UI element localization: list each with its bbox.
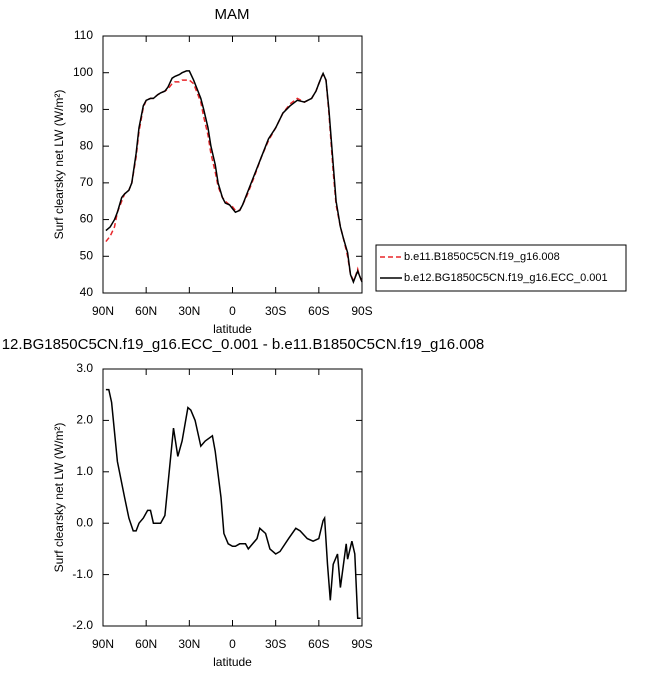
x-tick-label: 90N — [92, 304, 114, 318]
x-tick-label: 90S — [351, 637, 372, 651]
legend-label: b.e12.BG1850C5CN.f19_g16.ECC_0.001 — [404, 272, 608, 284]
x-axis-label: latitude — [213, 655, 252, 669]
y-tick-label: 2.0 — [76, 413, 93, 427]
series-line — [105, 388, 361, 620]
y-tick-label: -2.0 — [72, 618, 93, 632]
x-tick-label: 0 — [229, 637, 236, 651]
series-line — [105, 70, 363, 285]
x-tick-label: 60N — [135, 304, 157, 318]
y-axis-label: Surf clearsky net LW (W/m²) — [52, 423, 66, 573]
x-tick-label: 30S — [265, 637, 286, 651]
x-tick-label: 30N — [178, 637, 200, 651]
y-tick-label: 70 — [80, 175, 94, 189]
legend-label: b.e11.B1850C5CN.f19_g16.008 — [404, 251, 560, 263]
x-tick-label: 60S — [308, 304, 329, 318]
x-tick-label: 60N — [135, 637, 157, 651]
series-line — [105, 73, 363, 283]
chart-title: 12.BG1850C5CN.f19_g16.ECC_0.001 - b.e11.… — [2, 336, 485, 353]
x-tick-label: 30S — [265, 304, 286, 318]
y-tick-label: 3.0 — [76, 361, 93, 375]
y-tick-label: 1.0 — [76, 464, 93, 478]
y-tick-label: 100 — [73, 65, 93, 79]
legend: b.e11.B1850C5CN.f19_g16.008 b.e12.BG1850C… — [375, 244, 627, 292]
x-tick-label: 60S — [308, 637, 329, 651]
y-tick-label: -1.0 — [72, 567, 93, 581]
x-tick-label: 90S — [351, 304, 372, 318]
x-tick-label: 90N — [92, 637, 114, 651]
x-axis-label: latitude — [213, 322, 252, 336]
y-tick-label: 40 — [80, 285, 94, 299]
y-axis-label: Surf clearsky net LW (W/m²) — [52, 90, 66, 240]
y-tick-label: 80 — [80, 138, 94, 152]
x-tick-label: 30N — [178, 304, 200, 318]
y-tick-label: 90 — [80, 102, 94, 116]
y-tick-label: 0.0 — [76, 515, 93, 529]
legend-box — [375, 244, 627, 292]
y-tick-label: 60 — [80, 212, 94, 226]
y-tick-label: 50 — [80, 248, 94, 262]
y-tick-label: 110 — [74, 28, 93, 42]
x-tick-label: 0 — [229, 304, 236, 318]
plot-frame — [102, 368, 363, 627]
chart-title: MAM — [215, 6, 250, 23]
